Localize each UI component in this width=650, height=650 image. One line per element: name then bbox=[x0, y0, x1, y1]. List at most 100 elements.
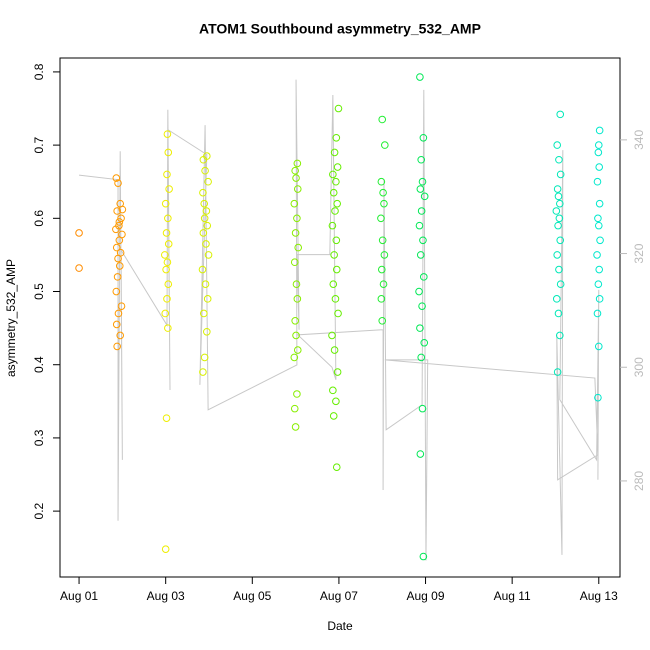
point bbox=[416, 73, 424, 81]
y-tick-label: 0.2 bbox=[32, 502, 46, 519]
point bbox=[329, 386, 337, 395]
point bbox=[553, 251, 562, 259]
point bbox=[595, 265, 604, 274]
point bbox=[330, 346, 339, 354]
point bbox=[331, 295, 340, 303]
point bbox=[419, 552, 428, 561]
point bbox=[200, 353, 209, 362]
point bbox=[161, 309, 170, 318]
point bbox=[290, 353, 299, 362]
y-tick-label: 0.5 bbox=[32, 283, 46, 300]
point bbox=[198, 265, 207, 274]
point bbox=[164, 214, 172, 223]
point bbox=[292, 280, 301, 288]
point bbox=[328, 221, 337, 230]
point bbox=[555, 265, 563, 274]
point bbox=[594, 342, 603, 351]
y-tick-label: 0.7 bbox=[32, 136, 46, 153]
y-tick-label: 0.4 bbox=[32, 356, 46, 373]
point bbox=[556, 170, 565, 179]
point bbox=[163, 130, 172, 138]
point bbox=[555, 214, 564, 223]
chart-title: ATOM1 Southbound asymmetry_532_AMP bbox=[199, 21, 481, 37]
point bbox=[332, 463, 341, 471]
point bbox=[379, 188, 387, 197]
point bbox=[203, 327, 211, 336]
x-axis-label: Date bbox=[327, 619, 353, 633]
point bbox=[292, 174, 300, 182]
point bbox=[290, 258, 299, 267]
point bbox=[553, 368, 562, 376]
point bbox=[204, 251, 213, 259]
point bbox=[381, 141, 389, 149]
point bbox=[377, 177, 386, 186]
point bbox=[332, 236, 341, 245]
point bbox=[553, 141, 562, 149]
point bbox=[293, 295, 302, 303]
point bbox=[112, 225, 120, 234]
x-tick-label: Aug 05 bbox=[233, 589, 271, 603]
point bbox=[595, 163, 604, 171]
point bbox=[332, 397, 340, 406]
point bbox=[293, 346, 302, 354]
point bbox=[291, 316, 299, 325]
point bbox=[115, 262, 124, 270]
point bbox=[378, 236, 387, 245]
point bbox=[552, 207, 561, 215]
point bbox=[293, 159, 302, 168]
point bbox=[415, 287, 423, 296]
point bbox=[594, 214, 602, 223]
point bbox=[203, 152, 211, 160]
point bbox=[115, 218, 124, 226]
point bbox=[332, 177, 340, 186]
point bbox=[419, 133, 428, 142]
point bbox=[554, 221, 562, 230]
point bbox=[334, 309, 342, 318]
line-series bbox=[78, 79, 600, 561]
point bbox=[199, 309, 208, 318]
point bbox=[416, 450, 425, 458]
point bbox=[202, 207, 211, 215]
point bbox=[417, 207, 426, 215]
point bbox=[163, 258, 172, 267]
x-tick-label: Aug 01 bbox=[60, 589, 98, 603]
y-axis-label: asymmetry_532_AMP bbox=[4, 259, 18, 377]
point bbox=[328, 331, 336, 340]
point bbox=[593, 251, 601, 259]
x-tick-label: Aug 13 bbox=[580, 589, 618, 603]
point bbox=[75, 264, 83, 272]
point bbox=[595, 199, 604, 208]
point bbox=[165, 185, 173, 193]
point bbox=[163, 170, 171, 179]
point bbox=[112, 243, 121, 252]
point bbox=[334, 104, 343, 113]
point bbox=[201, 280, 210, 288]
point bbox=[594, 221, 603, 230]
x-tick-label: Aug 03 bbox=[147, 589, 185, 603]
point bbox=[202, 240, 210, 248]
point bbox=[420, 338, 429, 347]
point bbox=[329, 170, 337, 179]
point bbox=[419, 236, 427, 245]
point bbox=[420, 192, 429, 201]
y2-tick-label: 340 bbox=[632, 130, 646, 150]
point bbox=[199, 188, 207, 197]
point bbox=[555, 155, 563, 164]
point bbox=[75, 229, 83, 237]
point bbox=[112, 320, 121, 329]
point bbox=[112, 287, 121, 296]
point bbox=[201, 166, 209, 175]
point bbox=[329, 188, 338, 197]
point bbox=[330, 251, 338, 259]
point bbox=[200, 199, 209, 208]
point bbox=[161, 199, 170, 208]
point bbox=[420, 273, 428, 281]
point bbox=[114, 179, 122, 187]
point bbox=[114, 254, 122, 263]
point bbox=[162, 414, 171, 422]
y2-tick-label: 320 bbox=[632, 243, 646, 263]
point bbox=[378, 316, 387, 325]
point bbox=[164, 324, 172, 332]
point bbox=[163, 295, 171, 303]
point bbox=[595, 126, 604, 135]
